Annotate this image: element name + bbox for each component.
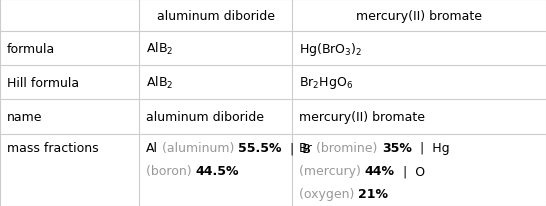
Text: 44.5%: 44.5% xyxy=(195,164,239,177)
Text: name: name xyxy=(7,110,42,123)
Text: |  O: | O xyxy=(395,164,425,177)
Text: $\mathregular{Br_2HgO_6}$: $\mathregular{Br_2HgO_6}$ xyxy=(299,75,353,91)
Text: Al: Al xyxy=(146,142,158,155)
Text: aluminum diboride: aluminum diboride xyxy=(146,110,264,123)
Text: 44%: 44% xyxy=(365,164,395,177)
Text: Hill formula: Hill formula xyxy=(7,76,79,89)
Text: (boron): (boron) xyxy=(146,164,195,177)
Text: (aluminum): (aluminum) xyxy=(158,142,238,155)
Text: $\mathregular{AlB_2}$: $\mathregular{AlB_2}$ xyxy=(146,41,173,57)
Text: aluminum diboride: aluminum diboride xyxy=(157,9,275,22)
Text: 35%: 35% xyxy=(382,142,412,155)
Text: formula: formula xyxy=(7,42,55,55)
Text: 21%: 21% xyxy=(358,187,388,200)
Text: $\mathregular{Hg(BrO_3)_2}$: $\mathregular{Hg(BrO_3)_2}$ xyxy=(299,40,362,57)
Text: mercury(II) bromate: mercury(II) bromate xyxy=(356,9,482,22)
Text: (oxygen): (oxygen) xyxy=(299,187,358,200)
Text: mercury(II) bromate: mercury(II) bromate xyxy=(299,110,425,123)
Text: (mercury): (mercury) xyxy=(299,164,365,177)
Text: |  B: | B xyxy=(282,142,311,155)
Text: |  Hg: | Hg xyxy=(412,142,449,155)
Text: (bromine): (bromine) xyxy=(312,142,382,155)
Text: Br: Br xyxy=(299,142,312,155)
Text: 55.5%: 55.5% xyxy=(238,142,282,155)
Text: mass fractions: mass fractions xyxy=(7,141,98,154)
Text: $\mathregular{AlB_2}$: $\mathregular{AlB_2}$ xyxy=(146,75,173,91)
